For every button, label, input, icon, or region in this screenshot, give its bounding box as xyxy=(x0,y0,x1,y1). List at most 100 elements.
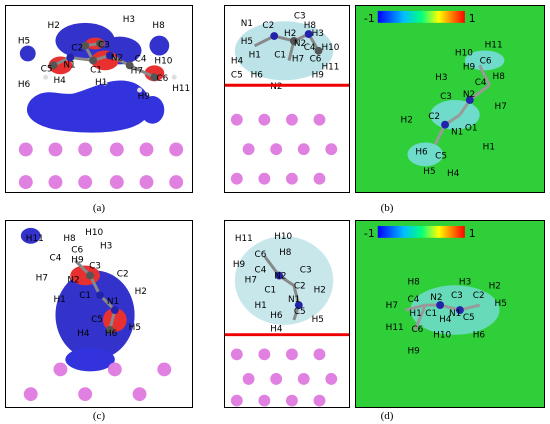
panel-d-structure: H11 H10 C6 H8 C3 H9 N2 C4 C2 H7 H2 N1 C1… xyxy=(224,220,350,408)
atom-label: C4 xyxy=(475,78,487,88)
atom-label: H5 xyxy=(312,315,324,325)
atom-label: H8 xyxy=(493,72,506,82)
atom-label: C1 xyxy=(79,291,91,301)
atom-label: H9 xyxy=(138,92,151,102)
atom-label: N2 xyxy=(111,53,123,63)
substrate-atoms xyxy=(23,362,172,402)
atom-label: H10 xyxy=(85,228,103,238)
panel-c: H11 H8 H10 C6 H3 C4 H9 C3 C2 H7 N2 N1 H1… xyxy=(5,220,193,408)
atom-label: C2 xyxy=(117,269,129,279)
atom-label: H9 xyxy=(233,260,245,270)
caption-d: (d) xyxy=(380,410,394,422)
atom-label: H5 xyxy=(241,37,253,47)
atom-label: H5 xyxy=(129,323,141,333)
atom-label: H6 xyxy=(473,331,486,341)
atom-label: H1 xyxy=(95,78,107,88)
atom-label: C3 xyxy=(89,261,101,271)
atom-label: C4 xyxy=(304,43,316,53)
panel-d-structure-figure: H11 H10 C6 H8 C3 H9 N2 C4 C2 H7 H2 N1 C1… xyxy=(225,232,349,407)
panel-b-structure-figure: C3 N1 H8 C2 H2 H3 H5 N2 C4 H10 H1 C1 H7 … xyxy=(225,11,349,185)
atom-label: H7 xyxy=(386,301,398,311)
atom-label: C3 xyxy=(451,291,463,301)
atom-label: N1 xyxy=(451,128,463,138)
atom-label: H4 xyxy=(53,76,66,86)
atom-label: H8 xyxy=(279,248,292,258)
atom-label: H1 xyxy=(483,142,495,152)
atom-label: C5 xyxy=(435,151,447,161)
atom-label: H8 xyxy=(63,234,76,244)
atom-label: C6 xyxy=(71,246,83,256)
atom-label: H3 xyxy=(123,15,135,25)
atom-label: H6 xyxy=(270,311,283,321)
atom-label: H2 xyxy=(284,29,296,39)
atom-label: H8 xyxy=(407,277,420,287)
colorbar-max: 1 xyxy=(469,12,476,25)
atom-label: H2 xyxy=(489,281,501,291)
atom-label: H2 xyxy=(401,116,413,126)
caption-b: (b) xyxy=(380,202,394,214)
colorbar-max: 1 xyxy=(469,227,476,240)
atom-label: N1 xyxy=(449,309,461,319)
atom-label: H10 xyxy=(433,331,451,341)
atom-label: H10 xyxy=(321,43,339,53)
atom-label: N1 xyxy=(241,19,253,29)
atom-label: H4 xyxy=(439,315,452,325)
atom-label: H4 xyxy=(77,329,90,339)
atom-label: H7 xyxy=(131,66,143,76)
atom-label: H3 xyxy=(435,73,447,83)
panel-b-structure: C3 N1 H8 C2 H2 H3 H5 N2 C4 H10 H1 C1 H7 … xyxy=(224,5,350,193)
atom-label: H11 xyxy=(321,62,339,72)
atom-label: H10 xyxy=(455,48,473,58)
atom-label: H6 xyxy=(251,70,264,80)
panel-d-map-figure: -1 1 H8 H3 H2 C4 N2 C3 C2 H7 H5 H1 C1 N1… xyxy=(364,225,507,357)
atom-label: H9 xyxy=(407,347,420,357)
panel-d-map: -1 1 H8 H3 H2 C4 N2 C3 C2 H7 H5 H1 C1 N1… xyxy=(355,220,545,408)
atom-label: C3 xyxy=(98,41,110,51)
atom-label: H3 xyxy=(459,277,471,287)
caption-a: (a) xyxy=(92,202,106,214)
atom-label: C4 xyxy=(255,266,267,276)
atom-label: H7 xyxy=(495,102,507,112)
atom-label: C4 xyxy=(50,254,62,264)
isosurface-blue-large xyxy=(26,80,150,133)
atom-label: C2 xyxy=(262,21,274,31)
colorbar-min: -1 xyxy=(364,12,375,25)
atom-label: H11 xyxy=(235,234,253,244)
atom-label: N2 xyxy=(274,272,286,282)
atom-label: H6 xyxy=(105,329,118,339)
atom-label: H1 xyxy=(255,301,267,311)
atom-label: C2 xyxy=(71,44,83,54)
atom-label: C1 xyxy=(425,309,437,319)
atom-label: C1 xyxy=(90,65,102,75)
atom-label: C1 xyxy=(274,51,286,61)
atom-label: C5 xyxy=(231,70,243,80)
panel-b-map: -1 1 H10 H11 C6 H9 H3 C4 H8 N2 C3 H7 H2 … xyxy=(355,5,545,193)
atom-label: N2 xyxy=(67,275,79,285)
atom-label: N2 xyxy=(430,293,442,303)
atom-label: H2 xyxy=(314,285,326,295)
substrate-atoms xyxy=(230,113,338,185)
atom-label: C6 xyxy=(156,74,168,84)
atom-label: H3 xyxy=(100,242,112,252)
molecule-atoms xyxy=(43,39,177,93)
atom-label: H3 xyxy=(312,29,324,39)
atom-label: H11 xyxy=(172,84,190,94)
atom-label: C2 xyxy=(428,112,440,122)
atom-label: H4 xyxy=(231,57,244,67)
atom-label: H8 xyxy=(152,21,165,31)
atom-label: C5 xyxy=(294,307,306,317)
colorbar xyxy=(377,10,465,23)
atom-label: H5 xyxy=(423,167,435,177)
atom-label: H10 xyxy=(154,56,172,66)
atom-label: H1 xyxy=(409,309,421,319)
atom-label: H1 xyxy=(53,295,65,305)
atom-label: H11 xyxy=(26,234,44,244)
atom-label: C1 xyxy=(264,285,276,295)
panel-a: H2 H3 H8 H5 C2 C3 N1 N2 C4 H10 C5 C1 H4 … xyxy=(5,5,193,193)
atom-label: H7 xyxy=(36,273,48,283)
panel-c-figure: H11 H8 H10 C6 H3 C4 H9 C3 C2 H7 N2 N1 H1… xyxy=(20,228,172,402)
atom-label: H10 xyxy=(274,232,292,242)
atom-label: C5 xyxy=(41,64,53,74)
atom-label: H1 xyxy=(249,51,261,61)
atom-label: H6 xyxy=(18,80,31,90)
